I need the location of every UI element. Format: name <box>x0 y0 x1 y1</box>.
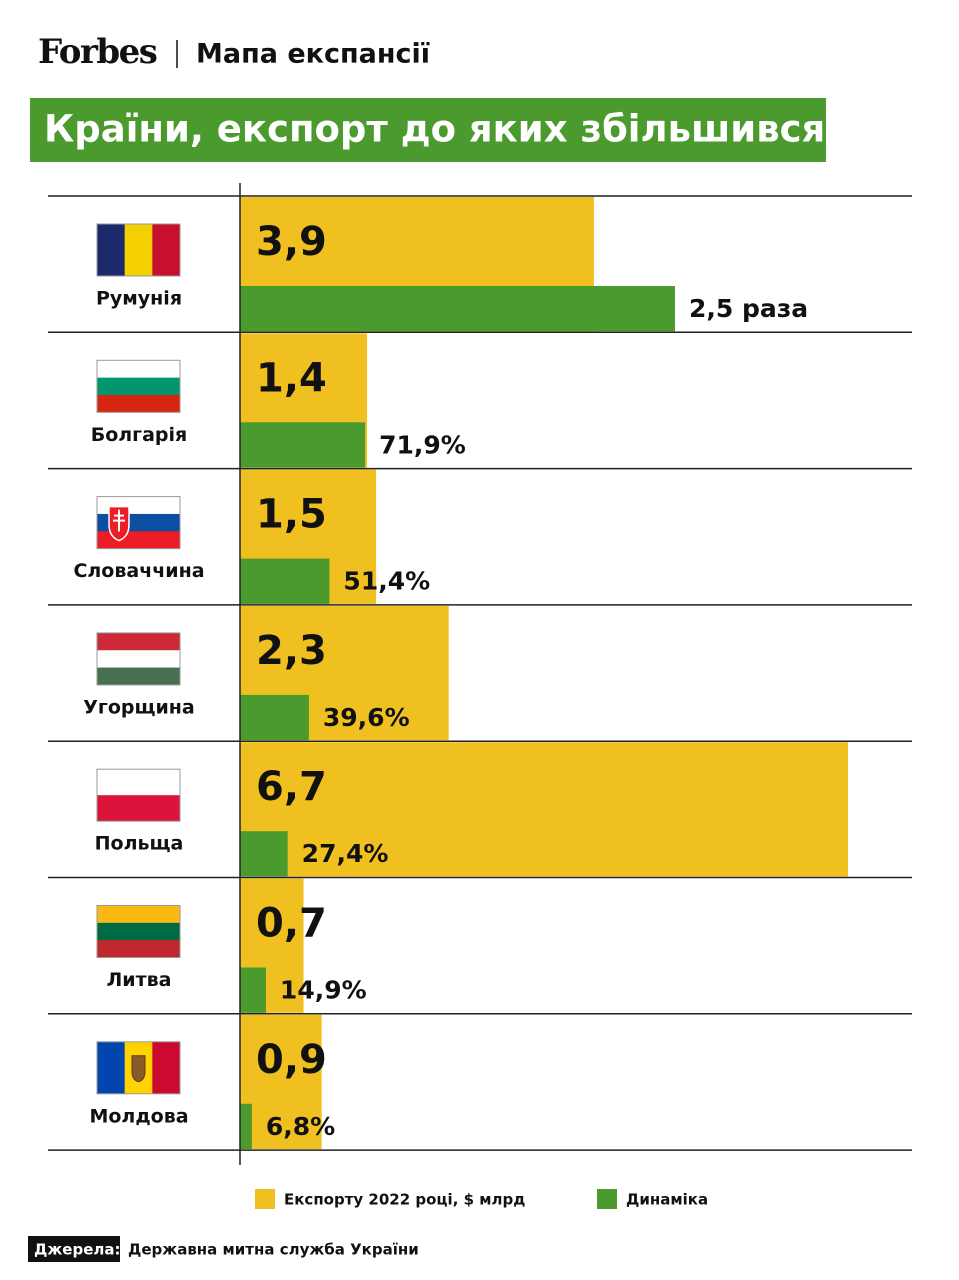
category-label: Румунія <box>96 288 182 310</box>
flag-border <box>96 768 181 822</box>
bar <box>240 1103 252 1150</box>
flag-stripe <box>97 394 180 413</box>
flag-stripe <box>152 1041 181 1094</box>
bar <box>240 286 675 332</box>
value-label: 71,9% <box>379 430 466 459</box>
flag-border <box>96 1041 181 1095</box>
value-label: 0,7 <box>256 901 327 947</box>
flag-stripe <box>97 940 180 958</box>
flag-stripe <box>97 667 180 686</box>
flag-stripe <box>124 224 153 276</box>
value-label: 2,5 раза <box>689 294 808 323</box>
legend-label: Динаміка <box>626 1191 708 1209</box>
flag-stripe <box>97 769 180 796</box>
value-label: 1,4 <box>256 355 327 401</box>
category-label: Угорщина <box>83 696 195 718</box>
flag-stripe <box>97 1041 125 1094</box>
category-label: Болгарія <box>91 424 188 446</box>
value-label: 2,3 <box>256 628 327 674</box>
value-label: 27,4% <box>302 839 389 868</box>
flag-border <box>96 359 181 413</box>
legend-swatch <box>597 1189 617 1209</box>
flag-emblem <box>113 509 125 532</box>
bar <box>240 831 288 877</box>
legend-label: Експорту 2022 році, $ млрд <box>284 1191 525 1209</box>
flag-stripe <box>97 905 180 924</box>
flag-border <box>96 905 181 958</box>
bar <box>240 558 330 604</box>
value-label: 0,9 <box>256 1037 327 1083</box>
source-text: Державна митна служба України <box>128 1241 419 1259</box>
flag-stripe <box>97 377 180 396</box>
category-label: Молдова <box>89 1105 188 1127</box>
chart-title: Країни, експорт до яких збільшився <box>44 108 825 151</box>
flag-border <box>96 496 181 550</box>
bar <box>240 1014 322 1150</box>
flag-stripe <box>97 795 180 822</box>
legend-swatch <box>255 1189 275 1209</box>
value-label: 3,9 <box>256 219 327 265</box>
source-box <box>28 1236 120 1262</box>
flag-stripe <box>152 224 181 276</box>
value-label: 39,6% <box>323 703 410 732</box>
title-box <box>30 98 826 162</box>
flag-stripe <box>97 224 125 276</box>
section: Мапа експансії <box>196 39 430 70</box>
category-label: Польща <box>95 833 184 855</box>
flag-emblem <box>131 1055 146 1083</box>
flag-stripe <box>97 360 180 378</box>
flag-border <box>96 632 181 686</box>
bar <box>240 967 266 1013</box>
flag-stripe <box>97 650 180 668</box>
category-label: Литва <box>107 969 172 991</box>
value-label: 6,8% <box>266 1112 335 1141</box>
flag-stripe <box>97 922 180 941</box>
value-label: 6,7 <box>256 764 327 810</box>
bar <box>240 742 848 877</box>
source-label: Джерела: <box>34 1241 120 1259</box>
bar <box>240 694 309 741</box>
value-label: 1,5 <box>256 492 327 538</box>
value-label: 51,4% <box>343 567 430 596</box>
value-label: 14,9% <box>280 976 367 1005</box>
brand: Forbes <box>38 32 157 72</box>
flag-stripe <box>97 531 180 549</box>
category-label: Словаччина <box>73 560 204 582</box>
bar <box>240 422 366 468</box>
flag-stripe <box>97 632 180 651</box>
flag-border <box>96 223 181 277</box>
